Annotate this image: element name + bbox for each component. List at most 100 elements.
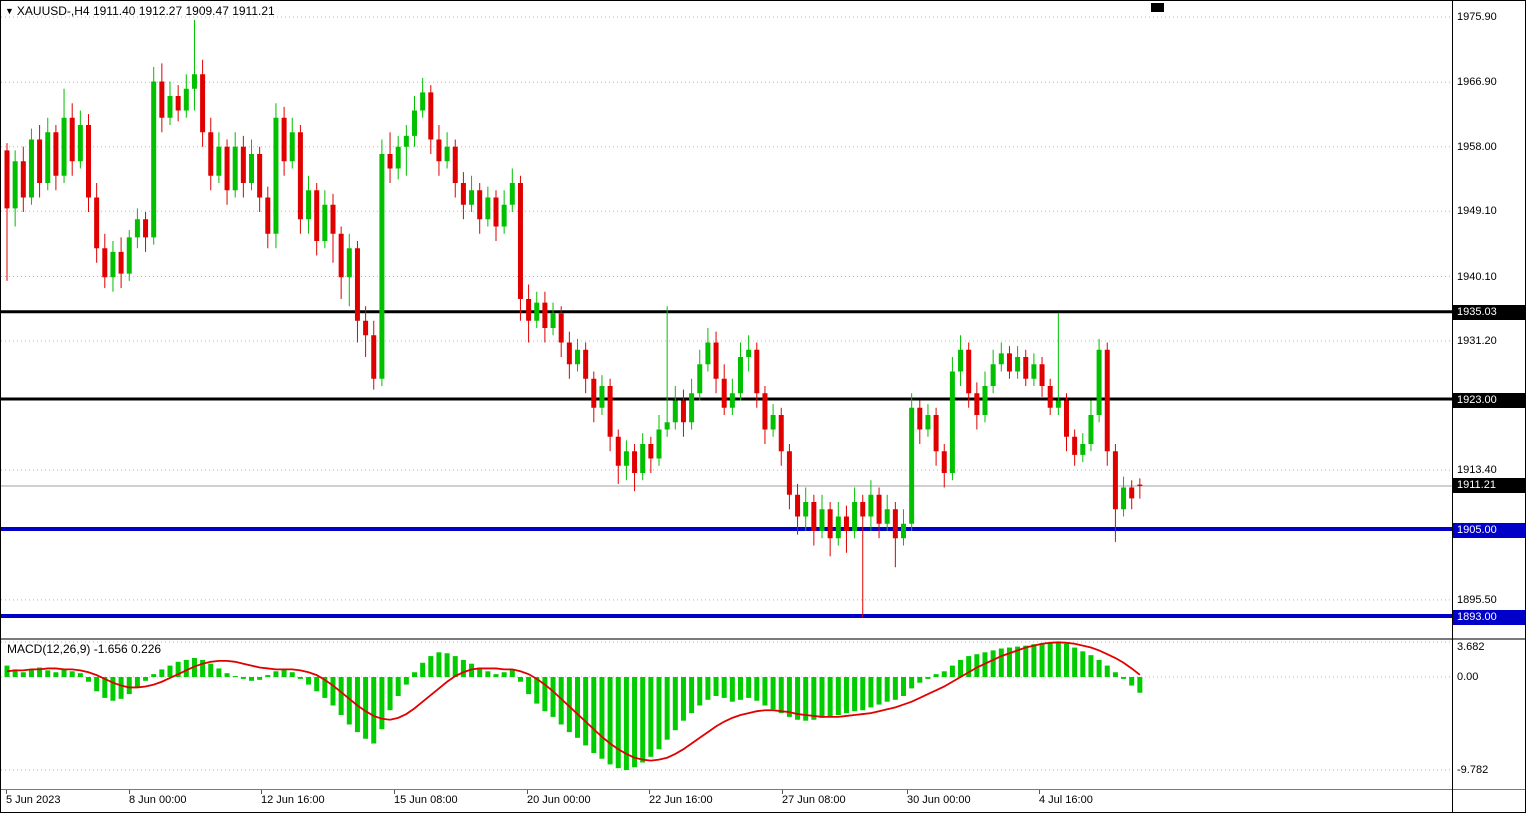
macd-histogram-bar — [1072, 647, 1078, 677]
candle-body — [110, 251, 116, 278]
candle-body — [909, 407, 915, 524]
candle-body — [363, 320, 369, 336]
macd-histogram-bar — [949, 665, 955, 677]
chart-shift-marker[interactable] — [1151, 3, 1164, 12]
candle-body — [526, 299, 532, 321]
macd-histogram-bar — [273, 671, 279, 677]
time-axis[interactable]: 5 Jun 2023 8 Jun 00:00 12 Jun 16:00 15 Jun … — [1, 790, 1525, 812]
macd-histogram-bar — [69, 671, 75, 677]
macd-histogram-bar — [1121, 677, 1127, 679]
candle-body — [1039, 364, 1045, 386]
macd-histogram-bar — [884, 677, 890, 702]
time-axis-label: 15 Jun 08:00 — [394, 794, 458, 806]
candle-body — [493, 197, 499, 227]
macd-histogram-bar — [175, 661, 181, 677]
candle-body — [762, 393, 768, 430]
candle-body — [770, 415, 776, 430]
candle-body — [436, 139, 442, 162]
macd-histogram-bar — [232, 676, 238, 678]
macd-histogram-bar — [45, 670, 51, 677]
macd-histogram-bar — [1055, 642, 1061, 677]
macd-axis-label: -9.782 — [1457, 763, 1489, 776]
price-axis-label: 1895.50 — [1457, 593, 1497, 606]
candlestick-macd-chart-canvas[interactable] — [1, 1, 1452, 789]
candle-body — [958, 349, 964, 372]
macd-histogram-bar — [265, 675, 271, 677]
macd-histogram-bar — [632, 677, 638, 768]
candle-body — [28, 139, 34, 198]
price-axis-label: 1958.00 — [1457, 140, 1497, 153]
candle-body — [1047, 386, 1053, 408]
macd-histogram-bar — [61, 669, 67, 677]
macd-histogram-bar — [208, 663, 214, 677]
macd-histogram-bar — [387, 677, 393, 711]
macd-histogram-bar — [395, 677, 401, 696]
macd-histogram-bar — [216, 668, 222, 677]
candle-body — [501, 204, 507, 227]
macd-histogram-bar — [134, 677, 140, 687]
candle-body — [1072, 436, 1078, 455]
macd-histogram-bar — [958, 659, 964, 677]
candle-body — [990, 364, 996, 386]
time-axis-label: 22 Jun 16:00 — [649, 794, 713, 806]
macd-histogram-bar — [1023, 645, 1029, 677]
candle-body — [583, 349, 589, 379]
macd-histogram-bar — [689, 677, 695, 714]
time-axis-tick — [782, 790, 783, 794]
time-axis-tick — [129, 790, 130, 794]
candle-body — [721, 378, 727, 408]
candle-body — [395, 146, 401, 169]
macd-histogram-bar — [623, 677, 629, 771]
candle-body — [974, 393, 980, 415]
candle-body — [1031, 364, 1037, 379]
macd-histogram-bar — [803, 677, 809, 721]
chart-macd-separator[interactable] — [1, 638, 1525, 640]
macd-histogram-bar — [534, 677, 540, 704]
macd-histogram-bar — [974, 654, 980, 677]
macd-histogram-bar — [281, 669, 287, 677]
candle-body — [469, 190, 475, 205]
macd-histogram-bar — [102, 677, 108, 698]
macd-histogram-bar — [477, 667, 483, 677]
macd-histogram-bar — [428, 656, 434, 677]
macd-histogram-bar — [917, 677, 923, 683]
candle-body — [403, 135, 409, 147]
level-price-badge: 1923.00 — [1453, 392, 1525, 408]
macd-histogram-bar — [200, 659, 206, 677]
candle-body — [45, 132, 51, 183]
candle-body — [151, 81, 157, 238]
macd-histogram-bar — [143, 677, 149, 681]
candle-body — [452, 146, 458, 183]
candle-body — [697, 364, 703, 394]
candle-body — [257, 154, 263, 198]
symbol-info-line: ▼ XAUUSD-,H4 1911.40 1912.27 1909.47 1911… — [5, 4, 275, 18]
candle-body — [338, 233, 344, 278]
time-axis-tick — [6, 790, 7, 794]
macd-histogram-bar — [297, 677, 303, 679]
macd-histogram-bar — [37, 667, 43, 677]
candle-body — [803, 502, 809, 517]
macd-histogram-bar — [901, 677, 906, 696]
macd-histogram-bar — [566, 677, 572, 733]
macd-histogram-bar — [591, 677, 597, 753]
candle-body — [61, 117, 67, 176]
candle-body — [118, 251, 124, 274]
candle-body — [314, 190, 320, 241]
macd-histogram-bar — [306, 677, 312, 685]
candle-body — [143, 219, 149, 238]
candle-body — [126, 237, 132, 274]
candle-body — [1129, 487, 1135, 499]
candle-body — [460, 183, 466, 205]
candle-body — [208, 132, 214, 176]
macd-histogram-bar — [28, 669, 34, 677]
candle-body — [273, 117, 279, 234]
macd-histogram-bar — [640, 677, 646, 763]
current-price-badge: 1911.21 — [1453, 477, 1525, 493]
macd-histogram-bar — [827, 677, 833, 717]
price-axis[interactable]: 1975.90 1966.90 1958.00 1949.10 1940.10 1931.… — [1453, 1, 1525, 789]
candle-body — [167, 96, 173, 118]
macd-histogram-bar — [151, 674, 157, 677]
macd-histogram-bar — [460, 659, 466, 677]
macd-histogram-bar — [892, 677, 898, 700]
candle-body — [892, 509, 898, 539]
